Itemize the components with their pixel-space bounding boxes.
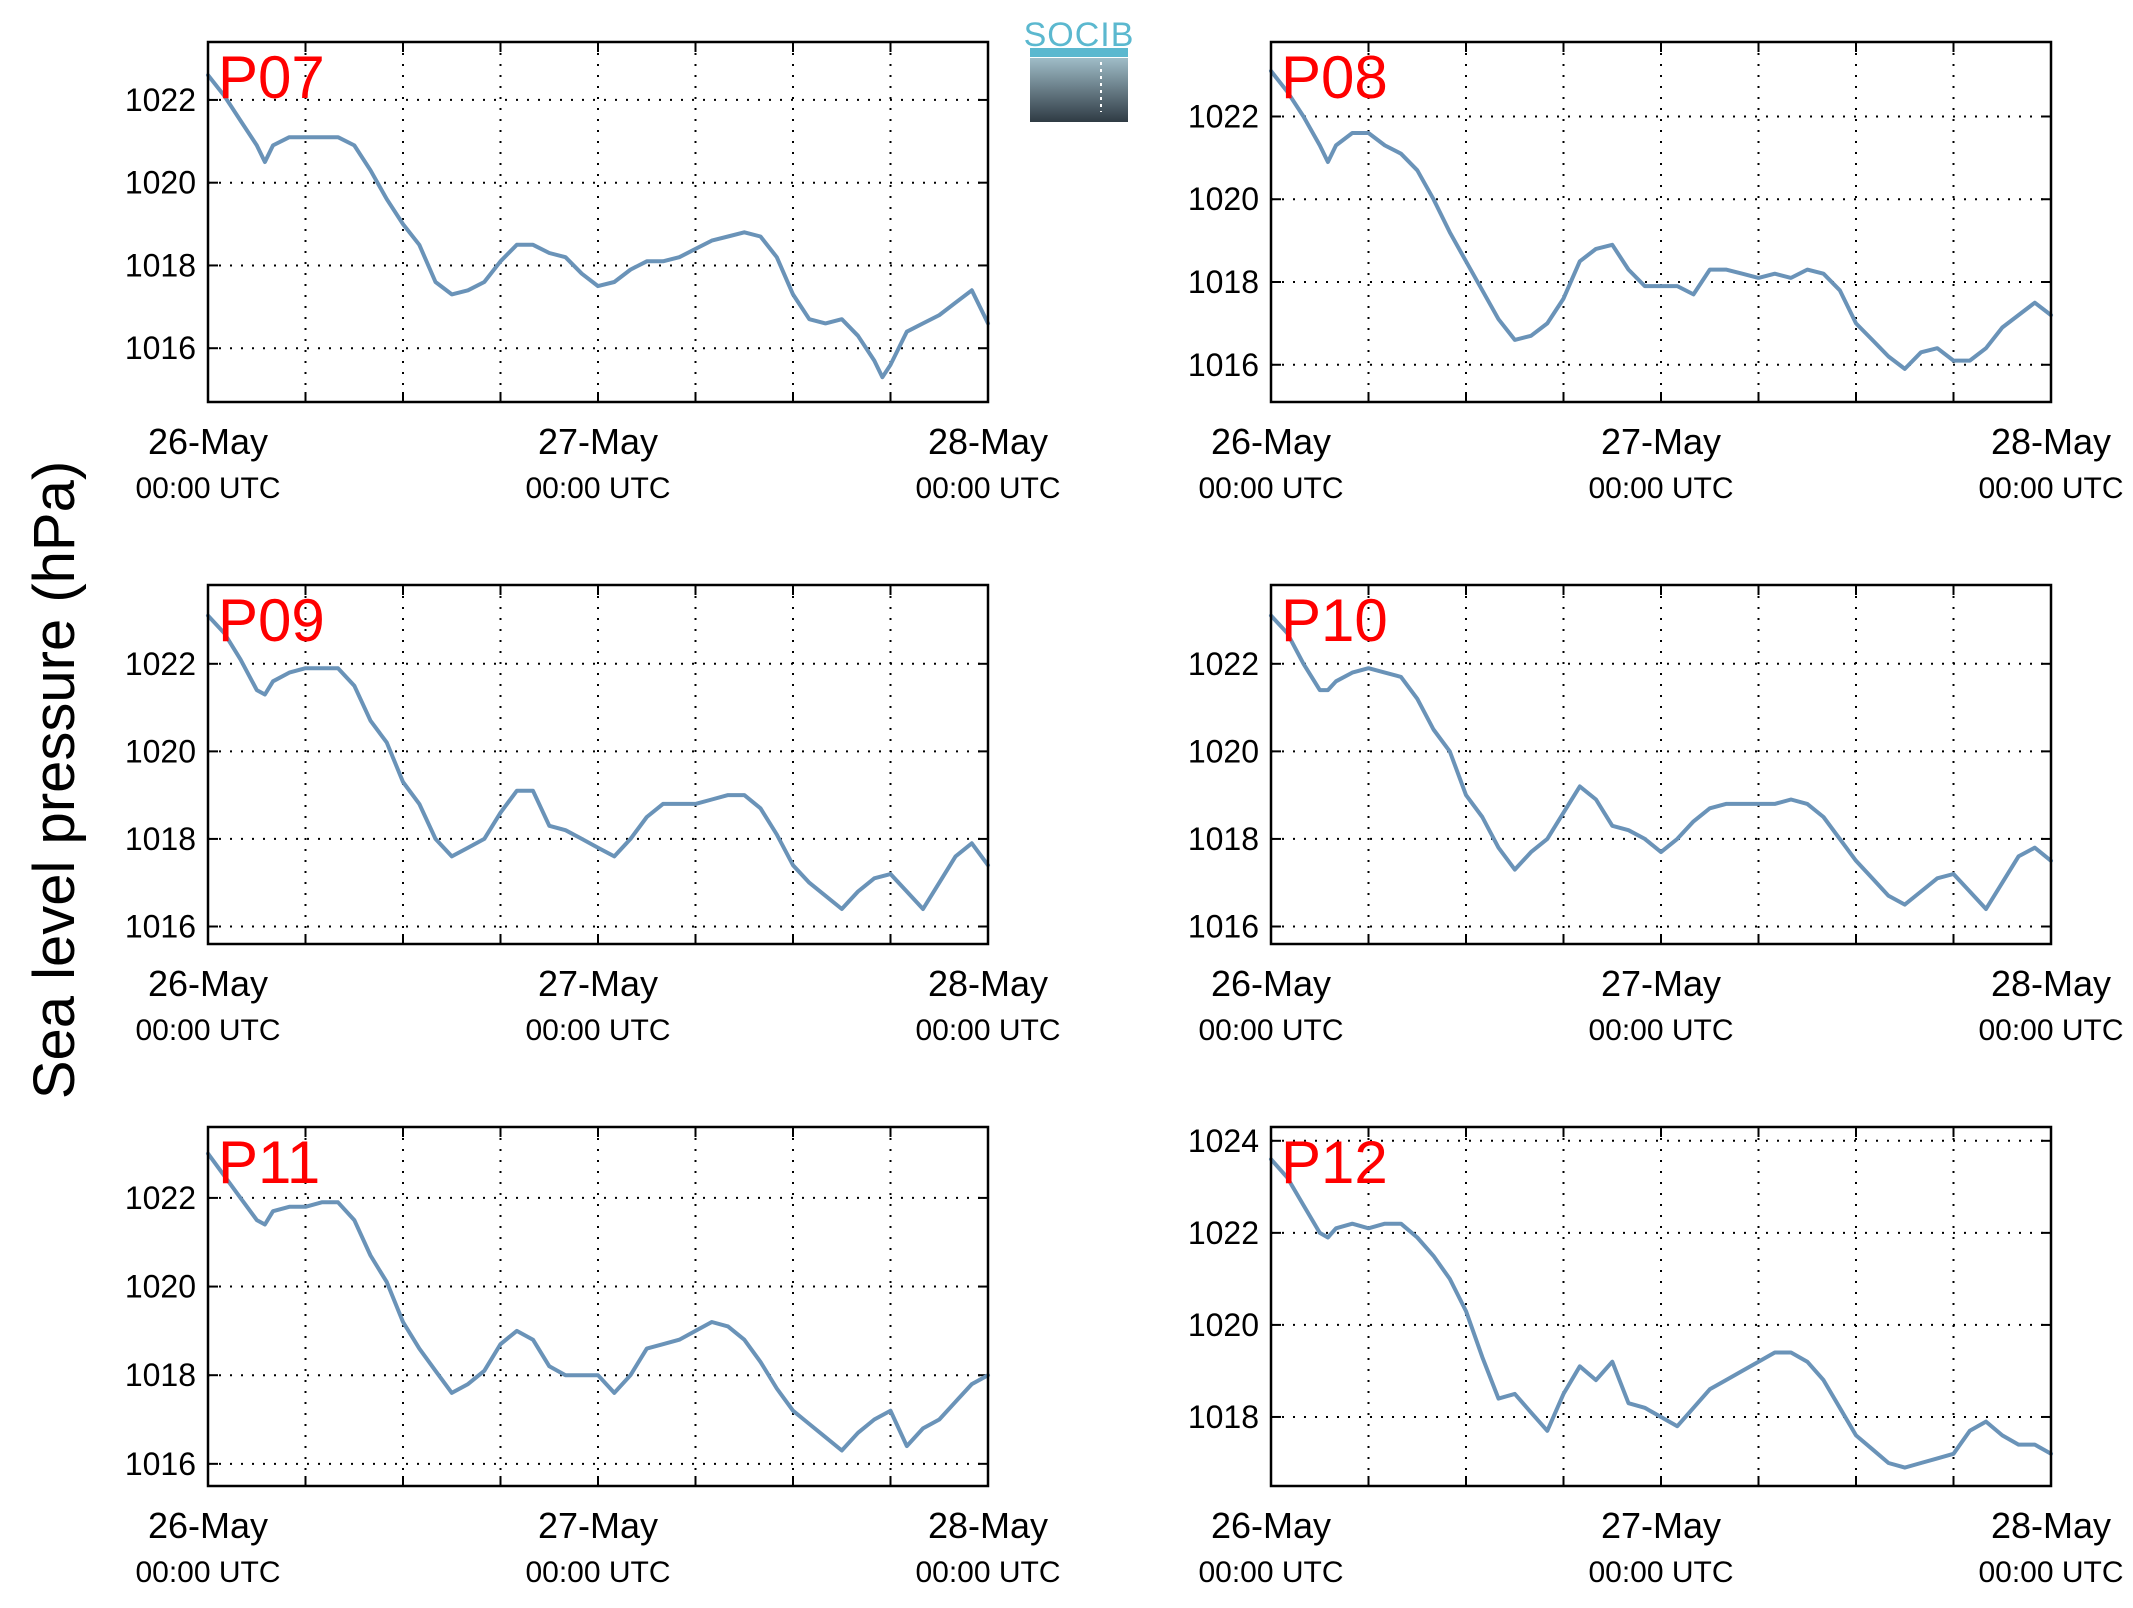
y-tick-label: 1020: [1188, 1307, 1259, 1343]
y-tick-label: 1016: [1188, 908, 1259, 944]
socib-logo-wave: [1030, 48, 1128, 57]
x-tick-time: 00:00 UTC: [1978, 1556, 2123, 1589]
x-tick-date: 26-May: [148, 963, 268, 1004]
x-tick-time: 00:00 UTC: [525, 1556, 670, 1589]
panel-title: P08: [1281, 44, 1388, 111]
x-tick-date: 28-May: [1991, 421, 2111, 462]
y-tick-label: 1016: [125, 330, 196, 366]
panel-title: P12: [1281, 1129, 1388, 1196]
x-tick-date: 27-May: [538, 421, 658, 462]
axes-frame: [206, 40, 990, 404]
x-tick-time: 00:00 UTC: [915, 1014, 1060, 1047]
x-tick-time: 00:00 UTC: [1978, 1014, 2123, 1047]
series-line: [1269, 613, 2053, 911]
series-line: [206, 1151, 990, 1453]
x-tick-time: 00:00 UTC: [1198, 472, 1343, 505]
x-tick-date: 28-May: [1991, 963, 2111, 1004]
x-tick-time: 00:00 UTC: [915, 1556, 1060, 1589]
socib-logo-text: SOCIB: [1024, 16, 1135, 54]
axes-frame: [206, 1125, 990, 1488]
x-tick-time: 00:00 UTC: [1978, 472, 2123, 505]
x-tick-date: 28-May: [928, 421, 1048, 462]
chart-panel-p07: 1016 1018 1020 1022 26-May 00:00 UTC 27-May 00:…: [125, 40, 1061, 505]
x-tick-date: 28-May: [928, 1505, 1048, 1546]
panel-title: P10: [1281, 587, 1388, 654]
y-tick-label: 1018: [125, 821, 196, 857]
series-line: [206, 613, 990, 911]
x-tick-date: 28-May: [1991, 1505, 2111, 1546]
x-tick-time: 00:00 UTC: [915, 472, 1060, 505]
y-tick-label: 1024: [1188, 1123, 1259, 1159]
y-tick-label: 1020: [125, 1269, 196, 1305]
y-tick-label: 1016: [125, 1446, 196, 1482]
y-tick-label: 1018: [1188, 821, 1259, 857]
x-tick-time: 00:00 UTC: [135, 1014, 280, 1047]
x-tick-date: 26-May: [148, 421, 268, 462]
y-tick-label: 1022: [1188, 98, 1259, 134]
x-tick-time: 00:00 UTC: [525, 1014, 670, 1047]
y-tick-label: 1022: [1188, 1215, 1259, 1251]
x-tick-time: 00:00 UTC: [1588, 1014, 1733, 1047]
socib-logo-block: [1030, 58, 1128, 122]
x-tick-time: 00:00 UTC: [1198, 1014, 1343, 1047]
x-tick-date: 27-May: [1601, 963, 1721, 1004]
panel-title: P07: [218, 44, 325, 111]
y-tick-label: 1022: [125, 82, 196, 118]
y-tick-label: 1018: [125, 247, 196, 283]
y-tick-label: 1020: [1188, 733, 1259, 769]
axes-frame: [1269, 1125, 2053, 1488]
chart-panel-p08: 1016 1018 1020 1022 26-May 00:00 UTC 27-May 00:…: [1188, 40, 2124, 505]
panels: 1016 1018 1020 1022 26-May 00:00 UTC 27-May 00:…: [125, 40, 2124, 1589]
x-tick-time: 00:00 UTC: [1588, 472, 1733, 505]
figure-ylabel: Sea level pressure (hPa): [22, 461, 87, 1099]
chart-panel-p10: 1016 1018 1020 1022 26-May 00:00 UTC 27-May 00:…: [1188, 583, 2124, 1047]
chart-panel-p12: 1018 1020 1022 1024 26-May 00:00 UTC 27-May 00:…: [1188, 1123, 2124, 1589]
axes-frame: [206, 583, 990, 946]
x-tick-date: 28-May: [928, 963, 1048, 1004]
y-tick-label: 1018: [1188, 264, 1259, 300]
x-tick-date: 26-May: [1211, 963, 1331, 1004]
x-tick-date: 27-May: [538, 963, 658, 1004]
axes-frame: [1269, 40, 2053, 404]
series-line: [206, 73, 990, 380]
chart-panel-p11: 1016 1018 1020 1022 26-May 00:00 UTC 27-May 00:…: [125, 1125, 1061, 1589]
series-line: [1269, 1157, 2053, 1470]
x-tick-date: 26-May: [1211, 421, 1331, 462]
x-tick-time: 00:00 UTC: [1588, 1556, 1733, 1589]
x-tick-date: 26-May: [148, 1505, 268, 1546]
panel-title: P11: [218, 1129, 320, 1196]
chart-panel-p09: 1016 1018 1020 1022 26-May 00:00 UTC 27-May 00:…: [125, 583, 1061, 1047]
y-tick-label: 1016: [125, 908, 196, 944]
y-tick-label: 1022: [1188, 646, 1259, 682]
x-tick-date: 27-May: [1601, 421, 1721, 462]
y-tick-label: 1020: [1188, 181, 1259, 217]
x-tick-time: 00:00 UTC: [1198, 1556, 1343, 1589]
panel-title: P09: [218, 587, 325, 654]
socib-logo: SOCIB: [1024, 16, 1135, 122]
x-tick-time: 00:00 UTC: [525, 472, 670, 505]
y-tick-label: 1018: [125, 1357, 196, 1393]
y-tick-label: 1022: [125, 646, 196, 682]
y-tick-label: 1022: [125, 1180, 196, 1216]
series-line: [1269, 69, 2053, 371]
y-tick-label: 1016: [1188, 347, 1259, 383]
x-tick-date: 27-May: [1601, 1505, 1721, 1546]
y-tick-label: 1020: [125, 165, 196, 201]
y-tick-label: 1020: [125, 733, 196, 769]
x-tick-time: 00:00 UTC: [135, 472, 280, 505]
x-tick-date: 27-May: [538, 1505, 658, 1546]
y-tick-label: 1018: [1188, 1399, 1259, 1435]
axes-frame: [1269, 583, 2053, 946]
x-tick-time: 00:00 UTC: [135, 1556, 280, 1589]
x-tick-date: 26-May: [1211, 1505, 1331, 1546]
